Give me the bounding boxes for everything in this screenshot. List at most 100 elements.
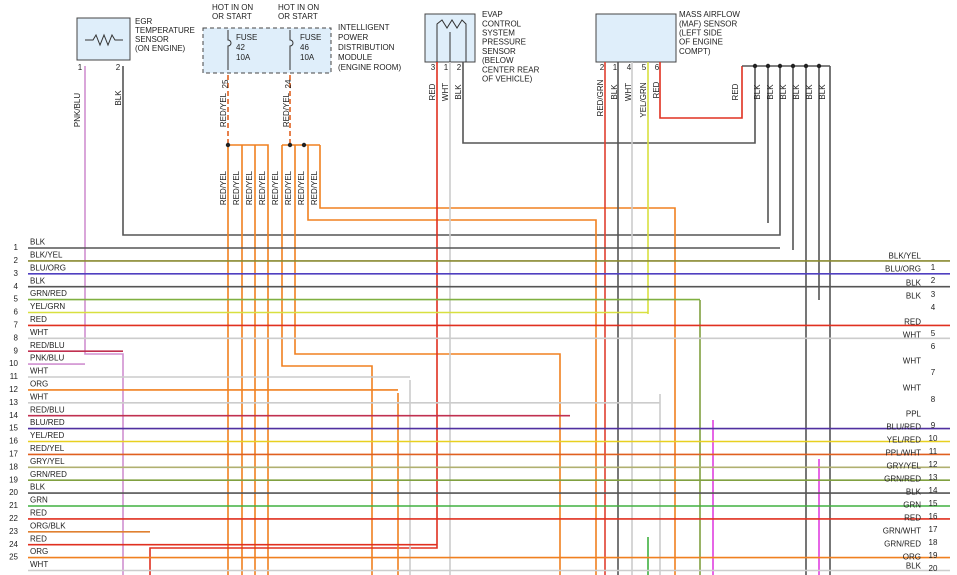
wire-color-label: RED/BLU	[30, 341, 65, 350]
pin-number: 1	[444, 63, 449, 72]
wire-label: RED/YEL	[282, 92, 291, 127]
wire-color-label: RED	[30, 534, 47, 543]
component-label: COMPT)	[679, 47, 711, 56]
row-number: 8	[931, 395, 936, 404]
wire-label: RED/YEL	[310, 170, 319, 205]
wire-color-label: GRN/RED	[884, 475, 921, 484]
ipdm-box	[202, 27, 332, 74]
wire	[712, 420, 820, 575]
wire-label: RED/YEL	[245, 170, 254, 205]
row-number: 2	[14, 256, 19, 265]
wire-color-label: RED/BLU	[30, 405, 65, 414]
component-label: MASS AIRFLOW	[679, 10, 740, 19]
pin-number: 2	[457, 63, 462, 72]
wire-color-label: WHT	[903, 384, 921, 393]
wire-color-label: BLK	[906, 488, 922, 497]
row-number: 10	[9, 359, 18, 368]
wire-color-label: PNK/BLU	[30, 354, 64, 363]
wire-color-label: GRN/RED	[884, 540, 921, 549]
wire-color-label: GRN	[30, 496, 48, 505]
row-number: 3	[14, 269, 19, 278]
wire-label: RED/YEL	[219, 92, 228, 127]
wire-color-label: GRN/WHT	[883, 527, 921, 536]
row-number: 5	[14, 295, 19, 304]
wire-label: BLK	[779, 84, 788, 100]
row-number: 18	[9, 462, 18, 471]
component-label: EVAP	[482, 10, 503, 19]
wire-color-label: RED	[30, 315, 47, 324]
component-label: (ON ENGINE)	[135, 44, 186, 53]
row-number: 2	[931, 276, 936, 285]
splice	[301, 142, 307, 148]
wire-label: BLK	[805, 84, 814, 100]
wire-label: BLK	[114, 90, 123, 106]
wire-color-label: RED	[904, 318, 921, 327]
wire-color-label: BLK	[906, 562, 922, 571]
component-label: (MAF) SENSOR	[679, 19, 737, 28]
pin-number: 1	[613, 63, 618, 72]
pin-number: 25	[221, 79, 230, 88]
fuse-label: 10A	[236, 53, 251, 62]
wire-color-label: BLU/ORG	[30, 263, 66, 272]
wire-color-label: WHT	[30, 560, 48, 569]
wire-label: RED/YEL	[258, 170, 267, 205]
wire-color-label: YEL/RED	[887, 436, 921, 445]
pin-number: 2	[116, 63, 121, 72]
row-number: 14	[9, 411, 18, 420]
row-number: 23	[9, 527, 18, 536]
pin-number: 5	[642, 63, 647, 72]
row-number: 19	[929, 551, 938, 560]
wire-color-label: YEL/GRN	[30, 302, 65, 311]
row-number: 19	[9, 475, 18, 484]
wire-label: RED/YEL	[232, 170, 241, 205]
fuse-symbols	[227, 30, 294, 70]
row-number: 5	[931, 329, 936, 338]
wire-color-label: WHT	[903, 357, 921, 366]
component-label: SENSOR	[482, 47, 516, 56]
row-number: 7	[931, 368, 936, 377]
component-label: DISTRIBUTION	[338, 43, 395, 52]
wire	[84, 66, 124, 575]
row-number: 1	[931, 263, 936, 272]
wire	[227, 144, 269, 575]
wire-color-label: RED	[30, 509, 47, 518]
row-number: 20	[9, 488, 18, 497]
row-number: 15	[9, 424, 18, 433]
row-number: 12	[929, 460, 938, 469]
fuse-label: FUSE	[300, 33, 321, 42]
row-number: 15	[929, 499, 938, 508]
wire-color-label: WHT	[30, 367, 48, 376]
wire-label: RED/YEL	[219, 170, 228, 205]
row-number: 4	[14, 282, 19, 291]
wire-label: RED	[652, 81, 661, 98]
row-number: 12	[9, 385, 18, 394]
power-note: OR START	[212, 12, 252, 21]
wire-color-label: GRN	[903, 501, 921, 510]
row-number: 21	[9, 501, 18, 510]
wire-color-label: GRN/RED	[30, 289, 67, 298]
component-label: MODULE	[338, 53, 372, 62]
row-number: 20	[929, 564, 938, 573]
component-label: CENTER REAR	[482, 65, 540, 74]
wire-color-label: GRN/RED	[30, 470, 67, 479]
wire-color-label: PPL	[906, 410, 922, 419]
component-label: (BELOW	[482, 56, 514, 65]
wire-color-label: BLK	[30, 238, 46, 247]
wire-label: BLK	[753, 84, 762, 100]
row-number: 13	[929, 473, 938, 482]
splice	[225, 142, 231, 148]
row-number: 14	[929, 486, 938, 495]
maf-sensor-box	[595, 13, 677, 63]
evap-symbol	[436, 19, 467, 62]
pin-number: 6	[655, 63, 660, 72]
pin-number: 1	[78, 63, 83, 72]
row-number: 4	[931, 303, 936, 312]
wire-label: PNK/BLU	[73, 93, 82, 127]
component-label: (LEFT SIDE	[679, 29, 722, 38]
component-label: OF VEHICLE)	[482, 75, 533, 84]
row-number: 24	[9, 540, 18, 549]
row-number: 8	[14, 333, 19, 342]
component-label: (ENGINE ROOM)	[338, 63, 401, 72]
fuse-label: 42	[236, 43, 245, 52]
wire-color-label: BLK/YEL	[30, 251, 63, 260]
